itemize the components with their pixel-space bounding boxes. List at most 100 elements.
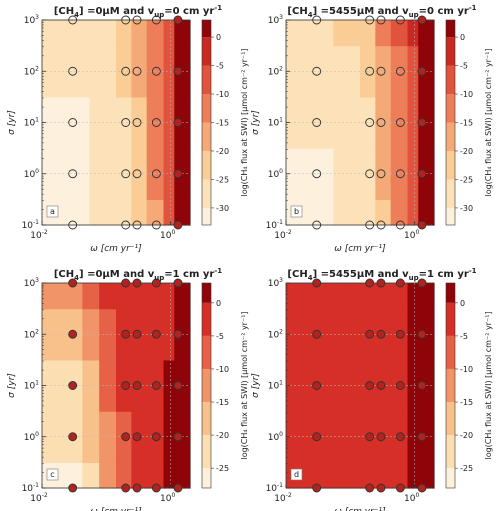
y-tick-label: 103 bbox=[24, 14, 39, 26]
colorbar-tick-label: -15 bbox=[216, 119, 229, 128]
colorbar: -25 -20 -15 -10 -5 0 log(CH₄ flux at SWI) [μmo… bbox=[201, 282, 249, 489]
panel-letter-text: c bbox=[50, 470, 54, 479]
marker-filled bbox=[173, 432, 183, 442]
y-tick-label: 103 bbox=[268, 14, 283, 26]
contour-cell bbox=[390, 20, 409, 47]
colorbar-label: log(CH₄ flux at SWI) [μmol cm⁻² yr⁻¹] bbox=[484, 48, 493, 196]
colorbar-tick-label: -10 bbox=[460, 365, 473, 374]
contour-cell bbox=[390, 199, 409, 226]
marker-filled bbox=[376, 329, 386, 339]
panel-b: 10-1 100 101 102 103 10-2 100 b [CH4] =5455μM an… bbox=[251, 4, 493, 254]
colorbar-segment bbox=[202, 302, 211, 336]
contour-cell bbox=[407, 411, 419, 463]
y-tick-label: 102 bbox=[24, 328, 39, 340]
marker-filled bbox=[173, 278, 183, 288]
contour-cell bbox=[116, 462, 132, 489]
marker-filled bbox=[376, 381, 386, 390]
colorbar-segment bbox=[446, 283, 455, 303]
panel-a: 10-1 100 101 102 103 10-2 100 a [CH4] =0μM and v… bbox=[7, 4, 249, 254]
colorbar-tick-label: -5 bbox=[216, 332, 224, 341]
colorbar-segment bbox=[446, 368, 455, 403]
colorbar-segment bbox=[446, 150, 455, 180]
marker-open bbox=[121, 169, 131, 179]
marker-filled bbox=[365, 483, 375, 493]
colorbar-segment bbox=[202, 468, 211, 488]
marker-filled bbox=[395, 329, 405, 339]
y-tick-label: 103 bbox=[24, 277, 39, 289]
colorbar-segment bbox=[446, 94, 455, 123]
contour-cell bbox=[163, 462, 175, 489]
marker-filled bbox=[417, 220, 427, 230]
colorbar-tick-label: -20 bbox=[216, 431, 229, 440]
marker-open bbox=[132, 169, 142, 179]
colorbar-label: log(CH₄ flux at SWI) [μmol cm⁻² yr⁻¹] bbox=[484, 311, 493, 459]
x-tick-label: 10-2 bbox=[274, 229, 292, 241]
contour-cell bbox=[286, 20, 335, 47]
contour-cell bbox=[286, 45, 335, 98]
panel-title: [CH4] =0μM and vup=1 cm yr-1 bbox=[54, 267, 222, 282]
marker-filled bbox=[395, 381, 405, 390]
contour-cell bbox=[390, 462, 409, 489]
colorbar-tick-label: -15 bbox=[460, 119, 473, 128]
contour-cell bbox=[375, 462, 392, 489]
marker-filled bbox=[365, 278, 375, 288]
marker-open bbox=[151, 118, 161, 127]
marker-filled bbox=[173, 15, 183, 25]
sample-markers bbox=[68, 278, 183, 493]
colorbar-tick-label: 0 bbox=[216, 33, 221, 42]
contour-cell bbox=[407, 283, 419, 310]
colorbar-tick-label: 0 bbox=[216, 299, 221, 308]
contour-cell bbox=[163, 359, 175, 412]
contour-cell bbox=[286, 283, 335, 310]
contour-cell bbox=[407, 359, 419, 412]
colorbar-segment bbox=[202, 65, 211, 95]
x-axis-label: ω [cm yr⁻¹] bbox=[334, 244, 386, 254]
colorbar-tick-label: -5 bbox=[460, 332, 468, 341]
panel-title: [CH4] =0μM and vup=0 cm yr-1 bbox=[54, 4, 222, 19]
marker-filled bbox=[121, 483, 131, 493]
contour-cell bbox=[360, 20, 376, 47]
panel-letter-box bbox=[290, 468, 303, 481]
contour-cell bbox=[174, 462, 191, 489]
colorbar-segment bbox=[202, 368, 211, 403]
contour-cell bbox=[42, 283, 83, 310]
contour-cell bbox=[82, 462, 100, 489]
colorbar-tick-label: -20 bbox=[460, 431, 473, 440]
contour-cell bbox=[163, 148, 175, 200]
contour-cell bbox=[174, 308, 191, 361]
colorbar-tick-label: -10 bbox=[216, 365, 229, 374]
marker-filled bbox=[68, 329, 78, 339]
contour-cell bbox=[42, 96, 91, 149]
contour-cell bbox=[390, 148, 409, 200]
contour-cell bbox=[333, 462, 361, 489]
contour-cell bbox=[333, 199, 361, 226]
colorbar-segment bbox=[446, 122, 455, 151]
contour-cell bbox=[390, 283, 409, 310]
marker-open bbox=[376, 15, 386, 25]
contour-cell bbox=[99, 308, 117, 361]
marker-filled bbox=[68, 381, 78, 390]
marker-filled bbox=[151, 329, 161, 339]
panel-letter-text: b bbox=[294, 207, 299, 216]
contour-cell bbox=[89, 20, 117, 47]
marker-filled bbox=[312, 432, 322, 442]
contour-cell bbox=[89, 199, 117, 226]
contour-cell bbox=[174, 411, 191, 463]
contour-cell bbox=[42, 148, 91, 200]
contour-cell bbox=[163, 199, 175, 226]
colorbar-segment bbox=[202, 122, 211, 151]
colorbar-tick-label: -30 bbox=[460, 204, 473, 213]
marker-open bbox=[132, 15, 142, 25]
colorbar-segment bbox=[446, 179, 455, 208]
marker-filled bbox=[417, 432, 427, 442]
contour-cell bbox=[407, 96, 419, 149]
colorbar-segment bbox=[202, 179, 211, 208]
marker-open bbox=[151, 169, 161, 179]
marker-filled bbox=[395, 483, 405, 493]
contour-cell bbox=[116, 148, 132, 200]
contour-cell bbox=[360, 462, 376, 489]
contour-cell bbox=[333, 283, 361, 310]
marker-filled bbox=[417, 15, 427, 25]
contour-cell bbox=[131, 45, 148, 98]
contour-cell bbox=[286, 148, 335, 200]
